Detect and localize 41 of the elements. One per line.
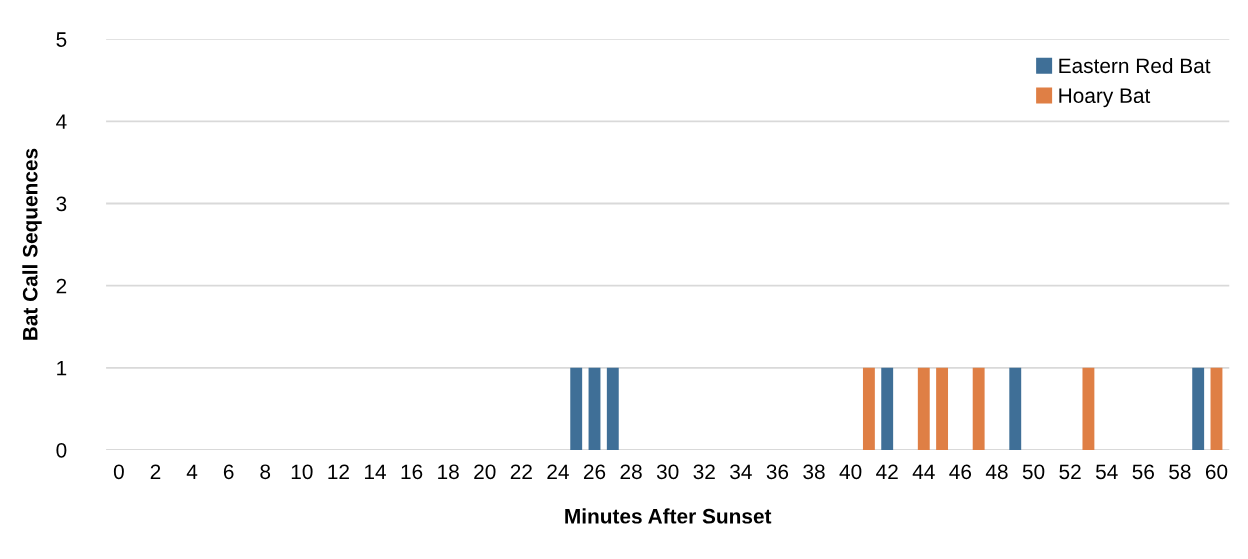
y-tick-label: 0 xyxy=(56,443,67,458)
x-tick-label: 56 xyxy=(1132,464,1154,480)
legend-label: Eastern Red Bat xyxy=(1059,57,1211,74)
x-tick-label: 2 xyxy=(150,464,161,479)
x-tick-label: 52 xyxy=(1059,464,1081,480)
y-tick-label: 4 xyxy=(56,114,67,129)
x-tick-label: 16 xyxy=(401,464,423,480)
x-tick-label: 54 xyxy=(1095,464,1118,480)
x-tick-label: 40 xyxy=(839,464,862,480)
x-tick-label: 60 xyxy=(1205,464,1228,480)
x-tick-label: 6 xyxy=(223,464,234,480)
x-tick-label: 46 xyxy=(949,464,972,480)
x-tick-label: 10 xyxy=(291,464,313,480)
x-tick-label: 4 xyxy=(186,464,198,479)
x-tick-label: 32 xyxy=(693,464,715,480)
x-axis-title: Minutes After Sunset xyxy=(565,508,772,524)
x-tick-label: 18 xyxy=(438,464,459,480)
x-tick-label: 38 xyxy=(803,464,825,480)
x-tick-label: 34 xyxy=(730,464,752,480)
x-tick-label: 48 xyxy=(985,464,1008,480)
legend-label: Hoary Bat xyxy=(1059,88,1151,108)
x-tick-label: 22 xyxy=(510,464,532,479)
y-tick-label: 2 xyxy=(56,278,67,294)
x-tick-label: 0 xyxy=(113,464,124,480)
x-tick-label: 24 xyxy=(547,464,569,479)
x-tick-label: 20 xyxy=(474,464,496,480)
y-axis-title: Bat Call Sequences xyxy=(22,148,42,340)
x-tick-label: 42 xyxy=(876,464,898,479)
x-tick-label: 36 xyxy=(766,464,789,480)
x-tick-label: 58 xyxy=(1169,464,1191,480)
y-tick-label: 5 xyxy=(56,32,67,47)
y-tick-label: 3 xyxy=(56,196,67,212)
x-tick-label: 26 xyxy=(583,464,606,480)
x-tick-label: 30 xyxy=(656,464,679,480)
x-tick-label: 14 xyxy=(364,464,386,479)
x-tick-label: 28 xyxy=(620,464,642,480)
x-tick-label: 12 xyxy=(328,464,349,479)
x-tick-label: 44 xyxy=(912,464,935,479)
y-tick-label: 1 xyxy=(57,361,67,376)
x-tick-label: 8 xyxy=(260,464,271,480)
x-tick-label: 50 xyxy=(1022,464,1045,480)
